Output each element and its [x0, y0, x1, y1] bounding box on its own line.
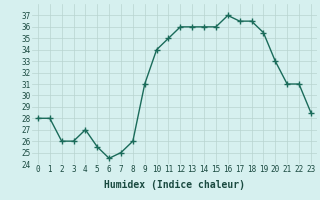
X-axis label: Humidex (Indice chaleur): Humidex (Indice chaleur) — [104, 180, 245, 190]
